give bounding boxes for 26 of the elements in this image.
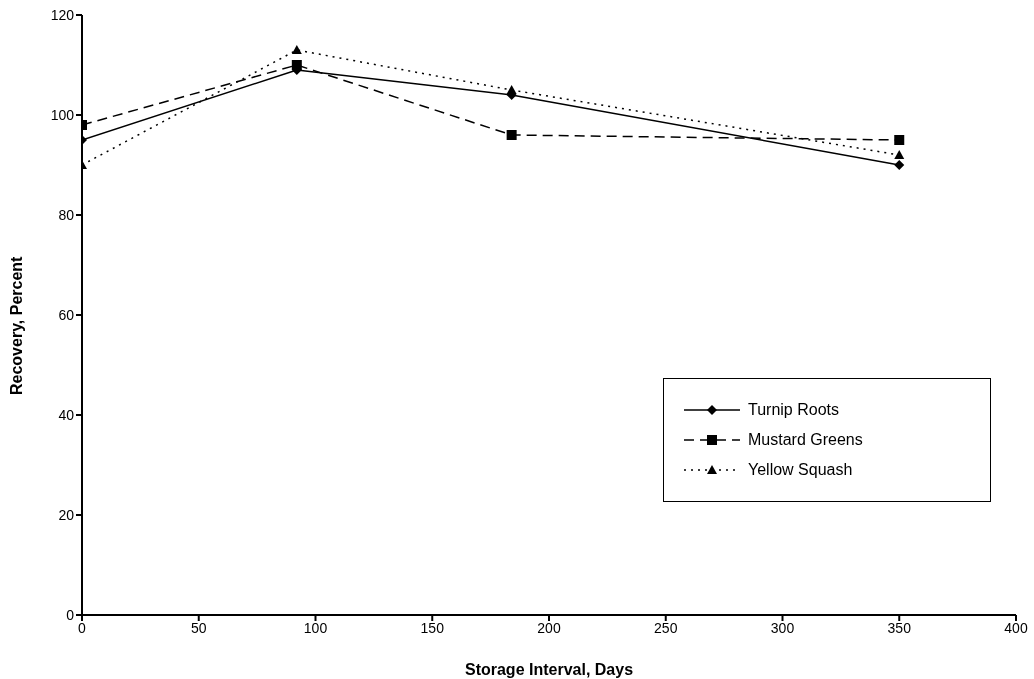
x-tick-label: 250 <box>654 619 678 636</box>
legend-label: Yellow Squash <box>748 461 853 479</box>
x-tick-label: 400 <box>1004 619 1028 636</box>
y-tick-label: 80 <box>58 206 75 223</box>
point <box>894 150 905 159</box>
y-tick-label: 20 <box>58 506 75 523</box>
y-tick-label: 120 <box>50 6 75 23</box>
point <box>894 160 905 170</box>
y-tick-label: 60 <box>58 306 75 323</box>
x-tick-label: 0 <box>78 619 87 636</box>
x-tick-label: 350 <box>887 619 912 636</box>
x-tick-label: 200 <box>537 619 561 636</box>
x-tick-label: 150 <box>420 619 445 636</box>
y-tick-label: 100 <box>50 106 75 123</box>
legend-label: Mustard Greens <box>748 431 863 449</box>
x-tick-label: 300 <box>770 619 795 636</box>
y-tick-label: 40 <box>58 406 75 423</box>
legend-label: Turnip Roots <box>748 401 839 419</box>
point <box>506 130 517 140</box>
x-axis-title: Storage Interval, Days <box>464 661 634 678</box>
x-tick-label: 100 <box>303 619 328 636</box>
point <box>894 135 905 145</box>
y-tick-label: 0 <box>66 606 75 623</box>
point <box>291 45 302 54</box>
x-tick-label: 50 <box>190 619 207 636</box>
y-axis-title: Recovery, Percent <box>7 255 25 395</box>
